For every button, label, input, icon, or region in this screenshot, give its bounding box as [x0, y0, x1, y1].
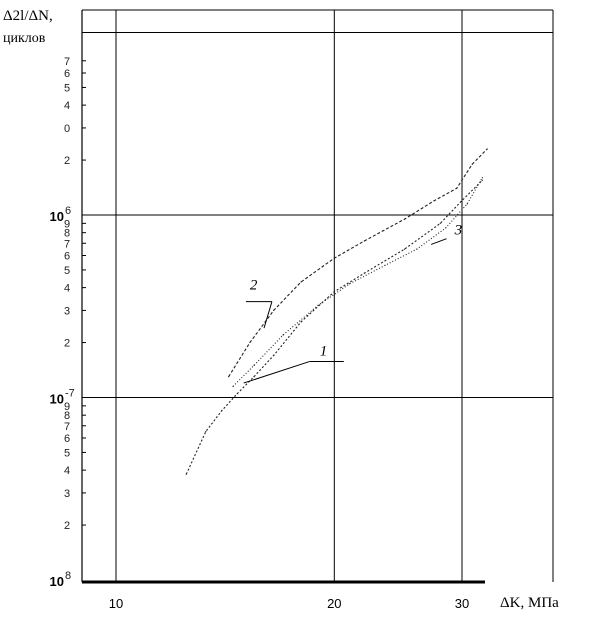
series-1-point [236, 393, 238, 395]
y-minor-tick-label: 7 [64, 56, 70, 68]
y-minor-tick-label: 4 [64, 100, 70, 112]
y-minor-tick-label: 8 [64, 228, 70, 240]
series-2-point [273, 309, 275, 312]
y-minor-tick-label: 3 [64, 488, 70, 500]
y-minor-tick-label: 7 [64, 421, 70, 433]
y-minor-tick-label: 4 [64, 283, 70, 295]
leader-line-2 [263, 301, 273, 329]
y-major-tick-label: 10 [50, 209, 64, 224]
series [185, 148, 488, 475]
x-tick-label: 30 [455, 596, 469, 611]
y-major-tick-exponent: 6 [65, 205, 71, 217]
series-3-point [282, 334, 284, 336]
y-minor-tick-label: 6 [64, 250, 70, 262]
y-minor-tick-label: 5 [64, 447, 70, 459]
series-3-point [466, 203, 468, 205]
series-2-point [333, 257, 335, 259]
curve-label-2: 2 [250, 278, 258, 294]
series-2-point [433, 199, 436, 202]
series-3-point [253, 364, 255, 366]
curve-labels: 1 2 3 [243, 223, 463, 384]
series-1-point [205, 431, 207, 433]
y-minor-tick-label: 3 [64, 305, 70, 317]
series-1-point [273, 354, 275, 357]
series-2-point [228, 376, 230, 378]
axes [81, 9, 554, 584]
leader-line-1 [243, 360, 310, 384]
series-1-point [439, 222, 441, 224]
x-tick-label: 10 [109, 596, 123, 611]
y-minor-tick-label: 9 [64, 401, 70, 413]
y-minor-tick-label: 2 [64, 338, 70, 350]
series-2-point [403, 218, 406, 220]
y-minor-tick-label: 2 [64, 520, 70, 532]
series-3-point [445, 227, 447, 229]
series-1-point [221, 409, 223, 411]
y-minor-tick-label: 6 [64, 68, 70, 80]
series-3-point [232, 385, 234, 388]
series-2-point [300, 281, 302, 283]
series-3-point [481, 177, 483, 179]
series-3-point [349, 283, 351, 285]
series-1-point [333, 291, 335, 293]
series-1-point [300, 321, 302, 323]
series-3-point [384, 264, 386, 266]
series-1-point [363, 272, 365, 274]
y-major-tick-exponent: 8 [65, 570, 71, 582]
curve-label-1: 1 [320, 343, 328, 359]
series-2-point [471, 163, 473, 165]
series-2-line [228, 148, 488, 377]
series-1-point [185, 473, 187, 475]
y-minor-tick-label: 6 [64, 433, 70, 445]
y-minor-tick-label: 2 [64, 155, 70, 167]
series-1-point [253, 376, 255, 378]
y-major-tick-label: 10 [50, 392, 64, 407]
series-2-point [456, 187, 458, 189]
y-minor-tick-label: 8 [64, 410, 70, 422]
y-minor-tick-label: 5 [64, 265, 70, 277]
series-1-point [403, 248, 406, 250]
grid [82, 10, 553, 582]
y-axis-unit-label: циклов [3, 31, 46, 46]
series-2-point [363, 240, 365, 242]
y-minor-tick-label: 9 [64, 218, 70, 230]
leader-line-3 [430, 238, 447, 245]
series-3-line [232, 177, 483, 387]
series-1-point [481, 179, 483, 181]
curve-label-3: 3 [454, 223, 463, 239]
x-tick-labels: 10 20 30 [109, 596, 469, 611]
series-1-point [461, 199, 463, 202]
x-tick-label: 20 [327, 596, 341, 611]
series-3-point [317, 304, 319, 306]
y-major-tick-label: 10 [50, 574, 64, 589]
y-minor-tick-label: 5 [64, 82, 70, 94]
x-axis-label: ΔK, МПа [500, 595, 559, 611]
y-minor-tick-label: 0 [64, 123, 70, 135]
y-minor-tick-label: 4 [64, 465, 70, 477]
y-axis-label: Δ2l/ΔN, [3, 8, 53, 24]
y-minor-tick-label: 7 [64, 238, 70, 250]
series-2-point [249, 341, 251, 344]
y-major-tick-exponent: -7 [65, 388, 75, 400]
series-3-point [416, 248, 418, 250]
series-2-point [486, 148, 488, 150]
